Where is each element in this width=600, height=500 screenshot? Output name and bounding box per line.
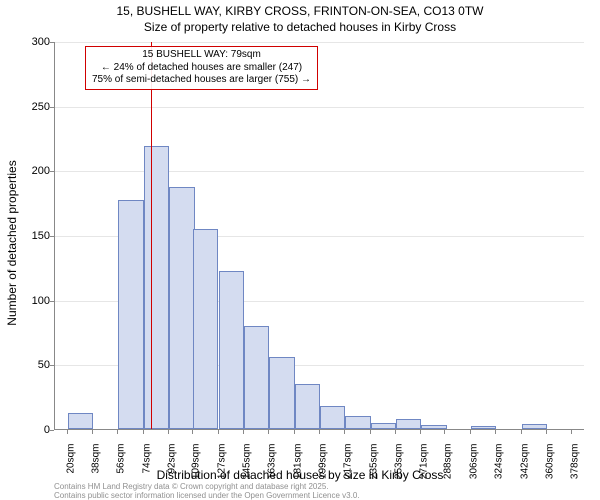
x-tick-label: 199sqm <box>318 444 329 480</box>
x-tick-label: 235sqm <box>368 444 379 480</box>
annotation-line2: ← 24% of detached houses are smaller (24… <box>92 62 311 75</box>
histogram-bar <box>471 426 496 429</box>
chart-title: 15, BUSHELL WAY, KIRBY CROSS, FRINTON-ON… <box>0 4 600 35</box>
y-tick-label: 250 <box>10 101 50 113</box>
histogram-bar <box>295 384 320 429</box>
annotation-line1: 15 BUSHELL WAY: 79sqm <box>92 49 311 62</box>
histogram-chart: 15, BUSHELL WAY, KIRBY CROSS, FRINTON-ON… <box>0 0 600 500</box>
y-tick-mark <box>50 171 54 172</box>
x-tick-label: 288sqm <box>443 444 454 480</box>
annotation-line3: 75% of semi-detached houses are larger (… <box>92 74 311 87</box>
x-tick-mark <box>294 430 295 434</box>
y-tick-label: 0 <box>10 424 50 436</box>
x-tick-mark <box>395 430 396 434</box>
x-tick-mark <box>319 430 320 434</box>
attribution: Contains HM Land Registry data © Crown c… <box>54 482 360 500</box>
x-tick-mark <box>143 430 144 434</box>
histogram-bar <box>68 413 93 429</box>
histogram-bar <box>219 271 244 429</box>
y-tick-label: 150 <box>10 230 50 242</box>
x-tick-label: 271sqm <box>419 444 430 480</box>
x-tick-mark <box>268 430 269 434</box>
gridline <box>55 107 584 108</box>
y-tick-mark <box>50 301 54 302</box>
x-tick-mark <box>67 430 68 434</box>
marker-line <box>151 42 152 429</box>
x-tick-label: 342sqm <box>519 444 530 480</box>
y-tick-label: 300 <box>10 36 50 48</box>
y-tick-mark <box>50 107 54 108</box>
x-tick-label: 360sqm <box>544 444 555 480</box>
x-tick-mark <box>444 430 445 434</box>
x-tick-label: 217sqm <box>343 444 354 480</box>
x-tick-label: 145sqm <box>241 444 252 480</box>
x-tick-mark <box>420 430 421 434</box>
y-tick-mark <box>50 430 54 431</box>
title-line1: 15, BUSHELL WAY, KIRBY CROSS, FRINTON-ON… <box>0 4 600 20</box>
x-tick-label: 378sqm <box>570 444 581 480</box>
histogram-bar <box>118 200 143 429</box>
x-tick-mark <box>370 430 371 434</box>
attribution-line2: Contains public sector information licen… <box>54 491 360 500</box>
histogram-bar <box>244 326 269 429</box>
x-tick-label: 56sqm <box>116 444 127 474</box>
x-tick-label: 253sqm <box>394 444 405 480</box>
gridline <box>55 42 584 43</box>
x-tick-mark <box>168 430 169 434</box>
histogram-bar <box>345 416 370 429</box>
x-tick-mark <box>344 430 345 434</box>
x-tick-label: 127sqm <box>216 444 227 480</box>
x-tick-label: 109sqm <box>191 444 202 480</box>
x-tick-label: 74sqm <box>141 444 152 474</box>
x-tick-label: 324sqm <box>494 444 505 480</box>
histogram-bar <box>371 423 396 429</box>
histogram-bar <box>269 357 294 429</box>
y-tick-mark <box>50 365 54 366</box>
x-tick-mark <box>546 430 547 434</box>
x-tick-label: 92sqm <box>167 444 178 474</box>
x-tick-mark <box>495 430 496 434</box>
histogram-bar <box>421 425 446 429</box>
attribution-line1: Contains HM Land Registry data © Crown c… <box>54 482 360 491</box>
x-tick-mark <box>192 430 193 434</box>
histogram-bar <box>193 229 218 429</box>
x-tick-mark <box>218 430 219 434</box>
x-tick-mark <box>571 430 572 434</box>
y-tick-label: 50 <box>10 359 50 371</box>
gridline <box>55 171 584 172</box>
x-tick-label: 306sqm <box>468 444 479 480</box>
x-tick-label: 181sqm <box>292 444 303 480</box>
histogram-bar <box>522 424 547 429</box>
x-tick-label: 38sqm <box>91 444 102 474</box>
histogram-bar <box>169 187 194 429</box>
title-line2: Size of property relative to detached ho… <box>0 20 600 36</box>
histogram-bar <box>144 146 169 429</box>
histogram-bar <box>396 419 421 429</box>
x-tick-mark <box>117 430 118 434</box>
annotation-box: 15 BUSHELL WAY: 79sqm ← 24% of detached … <box>85 46 318 90</box>
plot-area: 15 BUSHELL WAY: 79sqm ← 24% of detached … <box>54 42 584 430</box>
x-tick-mark <box>243 430 244 434</box>
y-tick-label: 200 <box>10 165 50 177</box>
x-tick-label: 163sqm <box>267 444 278 480</box>
x-tick-mark <box>470 430 471 434</box>
y-tick-label: 100 <box>10 295 50 307</box>
y-tick-mark <box>50 236 54 237</box>
x-tick-mark <box>521 430 522 434</box>
histogram-bar <box>320 406 345 429</box>
x-tick-mark <box>92 430 93 434</box>
y-tick-mark <box>50 42 54 43</box>
x-tick-label: 20sqm <box>65 444 76 474</box>
